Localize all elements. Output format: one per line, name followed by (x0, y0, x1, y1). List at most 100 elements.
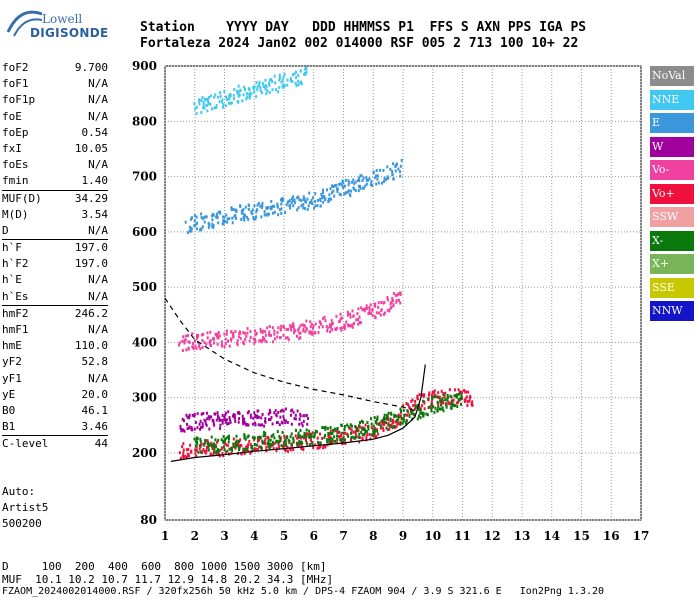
echo-point (397, 292, 400, 296)
echo-point (193, 214, 196, 218)
echo-point (259, 327, 262, 331)
echo-point (316, 199, 319, 203)
param-row-hmf2: hmF2 246.2 (2, 304, 108, 322)
echo-point (331, 328, 334, 332)
echo-point (397, 413, 400, 417)
echo-point (297, 74, 300, 78)
echo-point (278, 73, 281, 77)
echo-point (246, 215, 249, 219)
echo-point (352, 435, 355, 439)
echo-point (299, 414, 302, 418)
echo-point (205, 342, 208, 346)
echo-point (224, 418, 227, 422)
echo-point (188, 413, 191, 417)
echo-point (272, 442, 275, 446)
echo-point (274, 81, 277, 85)
echo-point (374, 420, 377, 424)
echo-point (309, 439, 312, 443)
param-row-he: h`E N/A (2, 272, 108, 288)
echo-point (206, 103, 209, 107)
echo-point (242, 417, 245, 421)
echo-point (350, 428, 353, 432)
echo-point (386, 175, 389, 179)
echo-point (188, 454, 191, 458)
echo-point (300, 443, 303, 447)
echo-point (265, 445, 268, 449)
echo-point (185, 348, 188, 352)
echo-point (241, 99, 244, 103)
echo-point (297, 83, 300, 87)
echo-point (268, 212, 271, 216)
echo-point (319, 445, 322, 449)
echo-point (348, 181, 351, 185)
echo-point (247, 434, 250, 438)
echo-point (243, 421, 246, 425)
echo-point (384, 311, 387, 315)
echo-point (329, 429, 332, 433)
echo-point (255, 208, 258, 212)
echo-point (200, 443, 203, 447)
echo-point (211, 443, 214, 447)
echo-point (425, 412, 428, 416)
echo-point (209, 339, 212, 343)
echo-point (384, 421, 387, 425)
echo-point (331, 439, 334, 443)
echo-point (464, 397, 467, 401)
scaled-parameters-panel: foF2 9.700 foF1 N/A foF1p N/A foE N/A foEp 0.… (2, 60, 108, 453)
echo-point (437, 391, 440, 395)
legend-item-nne: NNE (650, 89, 694, 110)
echo-point (188, 340, 191, 344)
echo-point (303, 414, 306, 418)
echo-point (259, 204, 262, 208)
param-row-foes: foEs N/A (2, 157, 108, 173)
echo-point (194, 107, 197, 111)
echo-point (427, 406, 430, 410)
echo-point (440, 389, 443, 393)
echo-point (194, 344, 197, 348)
echo-point (339, 326, 342, 330)
echo-point (256, 448, 259, 452)
echo-point (232, 334, 235, 338)
echo-point (226, 217, 229, 221)
echo-point (212, 444, 215, 448)
echo-point (368, 309, 371, 313)
x-tick-label: 5 (280, 529, 288, 543)
legend-item-e: E (650, 113, 694, 133)
echo-point (270, 199, 273, 203)
echo-point (236, 91, 239, 95)
echo-point (297, 328, 300, 332)
echo-point (232, 413, 235, 417)
echo-point (193, 412, 196, 416)
echo-point (381, 181, 384, 185)
echo-point (350, 424, 353, 428)
echo-point (208, 340, 211, 344)
echo-point (207, 448, 210, 452)
echo-point (437, 406, 440, 410)
echo-point (453, 388, 456, 392)
echo-point (182, 442, 185, 446)
echo-point (196, 412, 199, 416)
profile-solid-curve (170, 364, 426, 462)
echo-point (327, 197, 330, 201)
echo-point (309, 325, 312, 329)
echo-point (247, 423, 250, 427)
echo-point (300, 447, 303, 451)
param-label: h`Es (2, 289, 29, 303)
legend-item-x-minus: X- (650, 230, 694, 251)
echo-point (405, 419, 408, 423)
echo-point (412, 404, 415, 408)
echo-point (186, 422, 189, 426)
echo-point (275, 88, 278, 92)
echo-point (264, 78, 267, 82)
echo-point (305, 413, 308, 417)
echo-point (243, 449, 246, 453)
echo-point (209, 452, 212, 456)
echo-point (334, 328, 337, 332)
echo-point (389, 302, 392, 306)
legend-item-sse: SSE (650, 277, 694, 298)
y-tick-label: 800 (132, 114, 157, 128)
echo-point (362, 186, 365, 190)
echo-point (261, 201, 264, 205)
echo-point (395, 299, 398, 303)
echo-point (217, 448, 220, 452)
